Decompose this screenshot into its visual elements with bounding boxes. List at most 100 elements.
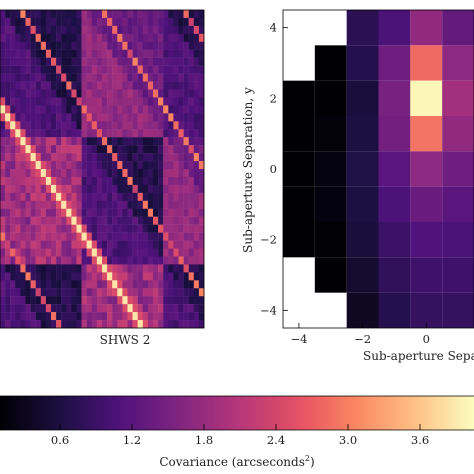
matrix-cell <box>15 200 21 209</box>
matrix-cell <box>30 200 36 209</box>
matrix-cell <box>147 240 154 249</box>
matrix-cell <box>183 280 189 289</box>
matrix-cell <box>127 129 133 138</box>
matrix-cell <box>188 256 194 265</box>
matrix-cell <box>56 312 62 321</box>
matrix-cell <box>0 296 6 305</box>
matrix-cell <box>112 312 118 321</box>
matrix-cell <box>107 296 113 305</box>
matrix-cell <box>107 81 113 90</box>
matrix-cell <box>168 81 174 90</box>
matrix-cell <box>153 105 159 114</box>
matrix-cell <box>142 137 149 146</box>
matrix-cell <box>5 25 11 35</box>
matrix-cell <box>127 184 133 194</box>
matrix-cell <box>45 240 52 249</box>
matrix-cell <box>122 184 128 194</box>
matrix-cell <box>5 81 11 90</box>
matrix-cell <box>188 304 194 313</box>
matrix-cell <box>10 57 16 66</box>
matrix-cell <box>91 121 98 130</box>
matrix-cell <box>61 137 67 146</box>
matrix-cell <box>71 176 77 186</box>
matrix-cell <box>163 121 169 130</box>
matrix-cell <box>56 256 62 265</box>
matrix-cell <box>173 113 179 122</box>
matrix-cell <box>66 73 72 82</box>
matrix-cell <box>96 192 103 201</box>
matrix-cell <box>56 272 62 281</box>
matrix-cell <box>198 304 205 313</box>
matrix-cell <box>40 129 47 138</box>
matrix-cell <box>178 105 184 114</box>
matrix-cell <box>91 145 98 154</box>
matrix-cell <box>71 81 77 90</box>
matrix-cell <box>147 137 154 146</box>
matrix-cell <box>91 17 98 27</box>
matrix-cell <box>112 304 118 313</box>
matrix-cell <box>122 312 128 321</box>
matrix-cell <box>71 49 77 58</box>
matrix-cell <box>56 288 62 297</box>
matrix-cell <box>40 121 47 130</box>
matrix-cell <box>147 57 154 66</box>
matrix-cell <box>5 184 11 194</box>
matrix-cell <box>51 264 57 273</box>
matrix-cell <box>163 105 169 114</box>
matrix-cell <box>102 10 108 19</box>
matrix-cell <box>173 184 179 194</box>
matrix-cell <box>163 113 169 122</box>
matrix-cell <box>137 312 143 321</box>
matrix-cell <box>132 304 138 313</box>
matrix-cell <box>178 184 184 194</box>
matrix-cell <box>96 41 103 50</box>
heatmap-cell <box>442 80 474 116</box>
matrix-cell <box>173 153 179 162</box>
matrix-cell <box>91 216 98 225</box>
heatmap-cell <box>378 45 411 81</box>
matrix-cell <box>173 105 179 114</box>
matrix-cell <box>168 73 174 82</box>
matrix-cell <box>147 49 154 58</box>
heatmap-cell <box>314 151 347 187</box>
matrix-cell <box>173 224 179 233</box>
heatmap-cell <box>442 222 474 258</box>
heatmap-cell <box>346 45 379 81</box>
matrix-cell <box>5 113 11 122</box>
separation-heatmap <box>283 10 474 328</box>
matrix-cell <box>112 10 118 19</box>
matrix-cell <box>5 304 11 313</box>
matrix-cell <box>45 25 52 35</box>
matrix-cell <box>20 192 26 201</box>
matrix-cell <box>25 240 31 249</box>
matrix-cell <box>178 296 184 305</box>
heatmap-cell <box>442 151 474 187</box>
matrix-cell <box>142 129 149 138</box>
matrix-cell <box>51 320 57 329</box>
matrix-cell <box>198 192 205 201</box>
matrix-cell <box>163 240 169 249</box>
matrix-cell <box>163 232 169 241</box>
matrix-cell <box>81 248 87 257</box>
matrix-cell <box>168 121 174 130</box>
matrix-cell <box>25 224 31 233</box>
matrix-cell <box>30 65 36 74</box>
matrix-cell <box>137 153 143 162</box>
matrix-cell <box>45 153 52 162</box>
matrix-cell <box>96 121 103 130</box>
matrix-cell <box>40 153 47 162</box>
matrix-cell <box>10 73 16 82</box>
matrix-cell <box>178 312 184 321</box>
matrix-cell <box>71 113 77 122</box>
matrix-cell <box>183 121 189 130</box>
matrix-cell <box>91 49 98 58</box>
matrix-cell <box>91 169 98 178</box>
matrix-cell <box>61 200 67 209</box>
matrix-cell <box>127 288 133 297</box>
matrix-cell <box>10 272 16 281</box>
matrix-cell <box>102 145 108 154</box>
matrix-cell <box>193 200 200 209</box>
matrix-cell <box>198 81 205 90</box>
matrix-cell <box>51 105 57 114</box>
matrix-cell <box>20 224 26 233</box>
